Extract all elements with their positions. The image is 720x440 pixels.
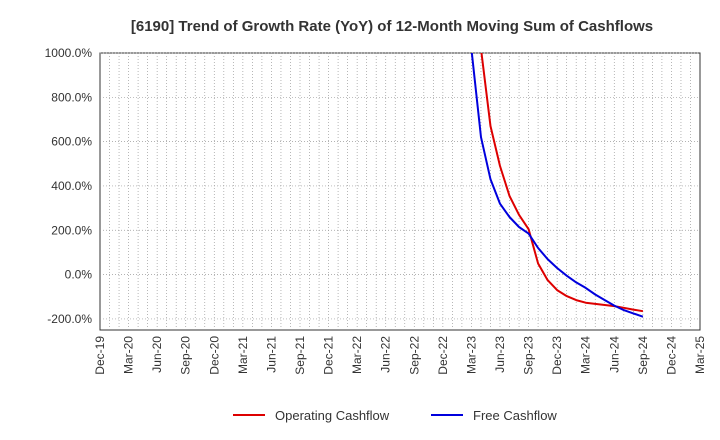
y-tick-label: 1000.0%	[45, 46, 93, 60]
x-tick-label: Mar-23	[464, 336, 478, 374]
y-tick-label: 400.0%	[51, 179, 92, 193]
x-tick-label: Dec-20	[207, 336, 221, 375]
x-tick-label: Jun-22	[379, 336, 393, 373]
x-tick-label: Jun-24	[607, 336, 621, 373]
x-tick-label: Jun-21	[264, 336, 278, 373]
x-tick-label: Mar-22	[350, 336, 364, 374]
x-tick-label: Mar-25	[693, 336, 707, 374]
x-tick-label: Mar-20	[122, 336, 136, 374]
series-line-2	[470, 53, 644, 318]
x-tick-label: Dec-19	[93, 336, 107, 375]
x-tick-label: Dec-23	[550, 336, 564, 375]
x-axis: Dec-19 Mar-20 Jun-20 Sep-20 Dec-20 Mar-21 Jun-…	[93, 336, 707, 375]
x-tick-label: Mar-24	[579, 336, 593, 374]
x-tick-label: Dec-22	[436, 336, 450, 375]
series-group	[470, 53, 644, 318]
x-tick-label: Sep-20	[179, 336, 193, 375]
y-tick-label: 200.0%	[51, 223, 92, 237]
x-tick-label: Sep-21	[293, 336, 307, 375]
x-tick-label: Jun-23	[493, 336, 507, 373]
x-tick-label: Dec-21	[322, 336, 336, 375]
x-tick-label: Sep-24	[636, 336, 650, 375]
x-tick-label: Jun-20	[150, 336, 164, 373]
grid	[100, 52, 700, 330]
legend: Operating Cashflow Free Cashflow	[233, 408, 557, 423]
y-tick-label: 800.0%	[51, 90, 92, 104]
x-tick-label: Dec-24	[664, 336, 678, 375]
y-tick-label: 600.0%	[51, 135, 92, 149]
y-tick-label: 0.0%	[65, 268, 93, 282]
x-tick-label: Sep-23	[522, 336, 536, 375]
plot-area	[99, 52, 701, 331]
x-tick-label: Sep-22	[407, 336, 421, 375]
x-tick-label: Mar-21	[236, 336, 250, 374]
y-tick-label: -200.0%	[47, 312, 92, 326]
legend-label: Operating Cashflow	[275, 408, 390, 423]
y-axis: -200.0% 0.0% 200.0% 400.0% 600.0% 800.0% 1000.…	[45, 46, 93, 326]
chart-title: [6190] Trend of Growth Rate (YoY) of 12-…	[131, 18, 653, 35]
legend-label: Free Cashflow	[473, 408, 557, 423]
